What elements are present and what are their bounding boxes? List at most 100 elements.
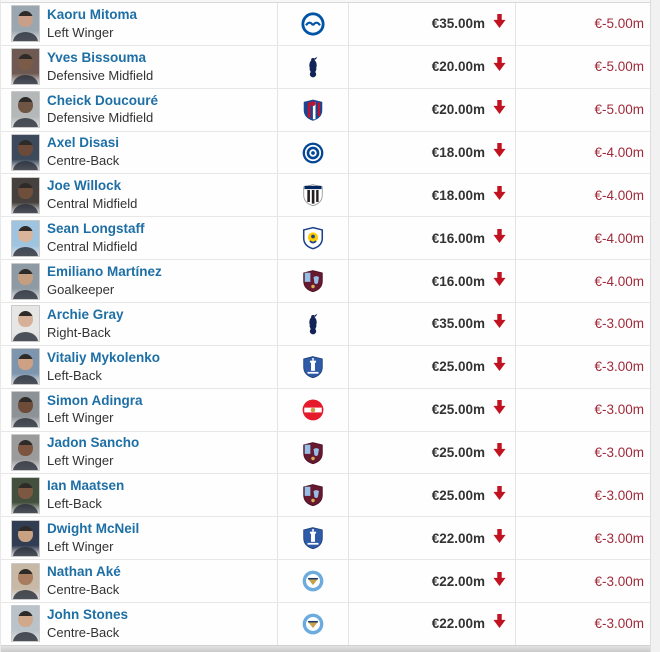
player-photo[interactable]: [11, 476, 40, 514]
table-row: Yves Bissouma Defensive Midfield €20.00m…: [1, 45, 650, 89]
player-photo-head: [18, 97, 33, 114]
player-name-link[interactable]: Ian Maatsen: [47, 478, 125, 494]
player-photo[interactable]: [11, 176, 40, 214]
player-photo-shoulders: [13, 32, 38, 42]
player-cell: Yves Bissouma Defensive Midfield: [1, 46, 277, 88]
player-cell: Sean Longstaff Central Midfield: [1, 217, 277, 259]
club-badge-icon-newcastle[interactable]: [301, 183, 325, 207]
player-photo[interactable]: [11, 134, 40, 171]
club-cell: [277, 88, 348, 131]
value-change-cell: €-3.00m: [515, 517, 650, 560]
player-position: Right-Back: [47, 324, 111, 340]
market-value-cell: €25.00m: [348, 388, 515, 431]
player-name-link[interactable]: Vitaliy Mykolenko: [47, 349, 161, 365]
player-position: Defensive Midfield: [47, 67, 154, 83]
club-badge-icon-brighton[interactable]: [301, 12, 325, 36]
player-photo-head: [18, 440, 33, 457]
player-cell: Vitaliy Mykolenko Left-Back: [1, 346, 277, 388]
club-cell: [277, 303, 348, 345]
player-photo[interactable]: [11, 219, 40, 257]
club-badge-icon-chelsea[interactable]: [301, 141, 325, 165]
player-info: Emiliano Martínez Goalkeeper: [47, 264, 162, 297]
value-change-cell: €-3.00m: [515, 560, 650, 603]
player-photo[interactable]: [11, 391, 40, 429]
player-cell: Ian Maatsen Left-Back: [1, 474, 277, 516]
player-name-link[interactable]: Emiliano Martínez: [47, 264, 162, 280]
down-arrow-icon: [492, 271, 507, 291]
player-cell: Cheick Doucouré Defensive Midfield: [1, 89, 277, 131]
player-info: Sean Longstaff Central Midfield: [47, 221, 145, 254]
club-cell: [277, 131, 348, 174]
player-photo[interactable]: [11, 48, 40, 86]
club-badge-icon-tottenham[interactable]: [301, 55, 325, 79]
value-change-cell: €-4.00m: [515, 217, 650, 260]
player-photo-shoulders: [13, 246, 38, 256]
club-badge-icon-leeds[interactable]: [301, 226, 325, 250]
player-photo[interactable]: [11, 562, 40, 600]
market-value-cell: €20.00m: [348, 45, 515, 88]
table-row: Jadon Sancho Left Winger €25.00m €-3.00m: [1, 431, 650, 475]
player-photo-head: [18, 568, 33, 585]
market-value: €18.00m: [431, 187, 485, 203]
table-row: Emiliano Martínez Goalkeeper €16.00m €-4…: [1, 260, 650, 304]
value-change-cell: €-3.00m: [515, 431, 650, 474]
club-badge-icon-man-city[interactable]: [301, 612, 325, 636]
down-arrow-icon: [492, 357, 507, 376]
value-change-cell: €-3.00m: [515, 303, 650, 345]
player-photo-head: [18, 182, 33, 199]
player-name-link[interactable]: Archie Gray: [47, 306, 124, 322]
value-change: €-3.00m: [594, 359, 644, 375]
player-cell: Emiliano Martínez Goalkeeper: [1, 260, 277, 302]
player-name-link[interactable]: Simon Adingra: [47, 392, 143, 408]
player-photo-head: [18, 140, 33, 156]
player-position: Defensive Midfield: [47, 110, 154, 126]
value-change-cell: €-3.00m: [515, 388, 650, 431]
player-name-link[interactable]: Yves Bissouma: [47, 49, 147, 65]
player-name-link[interactable]: Dwight McNeil: [47, 521, 140, 537]
club-badge-icon-aston-villa[interactable]: [301, 483, 325, 507]
player-name-link[interactable]: Kaoru Mitoma: [47, 6, 138, 22]
player-name-link[interactable]: Joe Willock: [47, 178, 122, 194]
club-badge-icon-man-city[interactable]: [301, 569, 325, 593]
player-photo[interactable]: [11, 5, 40, 43]
player-name-link[interactable]: Axel Disasi: [47, 135, 120, 151]
club-badge-icon-aston-villa[interactable]: [301, 441, 325, 465]
club-badge-icon-aston-villa[interactable]: [301, 269, 325, 293]
club-cell: [277, 217, 348, 260]
value-change: €-5.00m: [594, 102, 644, 118]
player-cell: Axel Disasi Centre-Back: [1, 132, 277, 174]
market-value-cell: €22.00m: [348, 560, 515, 603]
player-name-link[interactable]: Jadon Sancho: [47, 435, 140, 451]
market-value-cell: €35.00m: [348, 303, 515, 345]
player-photo[interactable]: [11, 348, 40, 386]
player-name-link[interactable]: Sean Longstaff: [47, 221, 145, 237]
player-photo[interactable]: [11, 519, 40, 557]
club-badge-icon-everton[interactable]: [301, 355, 325, 379]
value-change: €-5.00m: [594, 59, 644, 75]
player-name-link[interactable]: Cheick Doucouré: [47, 92, 159, 108]
player-photo[interactable]: [11, 91, 40, 129]
player-name-link[interactable]: John Stones: [47, 606, 129, 622]
market-value: €16.00m: [431, 273, 485, 289]
player-photo[interactable]: [11, 305, 40, 343]
down-arrow-icon: [492, 57, 507, 76]
player-cell: Archie Gray Right-Back: [1, 303, 277, 345]
value-change: €-3.00m: [594, 316, 644, 332]
club-badge-icon-crystal-palace[interactable]: [301, 98, 325, 122]
player-photo-shoulders: [13, 632, 38, 642]
value-change: €-4.00m: [594, 230, 644, 246]
down-arrow-icon: [492, 614, 507, 633]
player-photo-shoulders: [13, 461, 38, 471]
table-row: Vitaliy Mykolenko Left-Back €25.00m €-3.…: [1, 345, 650, 389]
club-badge-icon-everton[interactable]: [301, 526, 325, 550]
club-badge-icon-sunderland[interactable]: [301, 398, 325, 422]
value-change: €-3.00m: [594, 445, 644, 461]
player-cell: Kaoru Mitoma Left Winger: [1, 3, 277, 45]
player-name-link[interactable]: Nathan Aké: [47, 564, 121, 580]
player-photo[interactable]: [11, 262, 40, 300]
player-photo[interactable]: [11, 605, 40, 643]
value-change-cell: €-4.00m: [515, 131, 650, 174]
player-photo[interactable]: [11, 434, 40, 472]
player-photo-shoulders: [13, 546, 38, 556]
club-badge-icon-tottenham[interactable]: [301, 312, 325, 336]
